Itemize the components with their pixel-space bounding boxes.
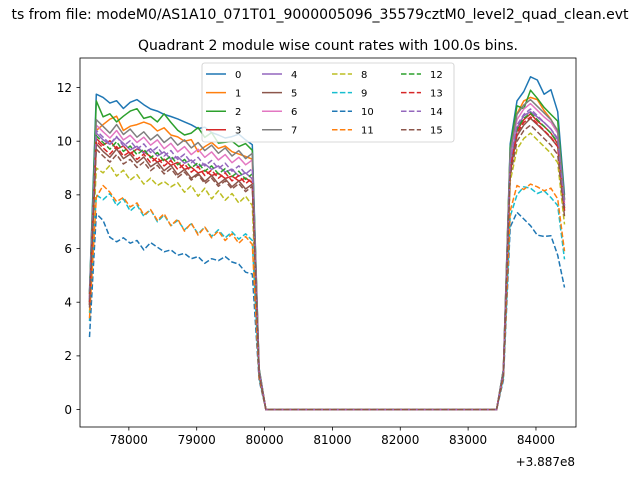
legend-label-8: 8 bbox=[361, 70, 367, 81]
chart-title: Quadrant 2 module wise count rates with … bbox=[138, 38, 518, 54]
legend-label-6: 6 bbox=[291, 107, 297, 118]
figure-suptitle: ts from file: modeM0/AS1A10_071T01_90000… bbox=[11, 7, 629, 23]
y-tick-label: 0 bbox=[64, 403, 72, 417]
legend-label-9: 9 bbox=[361, 88, 367, 99]
axes: 78000 79000 80000 81000 82000 83000 84000 0 2 4 6 8… bbox=[57, 57, 577, 447]
legend-box bbox=[201, 62, 455, 143]
legend-label-11: 11 bbox=[361, 126, 374, 137]
legend-label-10: 10 bbox=[361, 107, 374, 118]
y-tick-label: 2 bbox=[64, 349, 72, 363]
series-line-15 bbox=[88, 124, 566, 411]
plot-lines bbox=[88, 76, 566, 411]
legend-label-1: 1 bbox=[235, 88, 241, 99]
x-tick-label: 83000 bbox=[449, 433, 487, 447]
axes-frame bbox=[79, 57, 577, 428]
x-tick-label: 79000 bbox=[178, 433, 216, 447]
legend-label-2: 2 bbox=[235, 107, 241, 118]
legend-label-5: 5 bbox=[291, 88, 297, 99]
y-tick-label: 10 bbox=[57, 134, 72, 148]
x-tick-label: 84000 bbox=[517, 433, 555, 447]
x-tick-label: 81000 bbox=[313, 433, 351, 447]
legend-label-15: 15 bbox=[430, 126, 443, 137]
x-tick-label: 82000 bbox=[381, 433, 419, 447]
legend-label-4: 4 bbox=[291, 70, 297, 81]
legend-label-13: 13 bbox=[430, 88, 443, 99]
y-tick-label: 8 bbox=[64, 188, 72, 202]
x-tick-label: 78000 bbox=[110, 433, 148, 447]
legend-label-12: 12 bbox=[430, 70, 443, 81]
legend-label-0: 0 bbox=[235, 70, 241, 81]
legend-label-7: 7 bbox=[291, 126, 297, 137]
legend-label-14: 14 bbox=[430, 107, 443, 118]
x-offset-label: +3.887e8 bbox=[516, 455, 575, 469]
y-tick-label: 4 bbox=[64, 296, 72, 310]
y-tick-label: 12 bbox=[57, 81, 72, 95]
legend-label-3: 3 bbox=[235, 126, 241, 137]
x-tick-label: 80000 bbox=[245, 433, 283, 447]
y-tick-label: 6 bbox=[64, 242, 72, 256]
